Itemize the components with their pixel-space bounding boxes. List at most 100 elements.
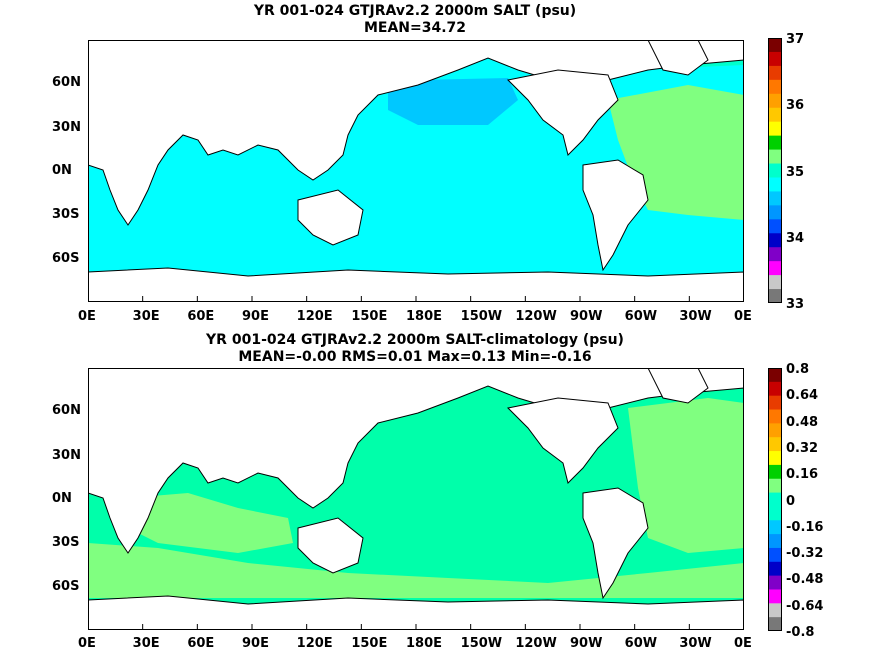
- colorbar-swatch: [768, 247, 782, 262]
- colorbar-swatch: [768, 219, 782, 234]
- colorbar-swatch: [768, 561, 782, 577]
- colorbar-swatch: [768, 478, 782, 494]
- panel2-subtitle: MEAN=-0.00 RMS=0.01 Max=0.13 Min=-0.16: [238, 349, 592, 365]
- x-tick-label: 120W: [515, 309, 557, 324]
- south-america-land: [582, 487, 649, 600]
- y-tick-label: 60N: [52, 75, 81, 91]
- x-tick-label: 60W: [624, 309, 658, 324]
- north-america-land: [506, 397, 619, 484]
- colorbar-swatch: [768, 506, 782, 521]
- colorbar-tick-label: -0.8: [786, 625, 815, 640]
- colorbar-swatch: [768, 492, 782, 507]
- australia-land: [297, 517, 364, 574]
- x-tick-label: 90W: [570, 636, 603, 651]
- x-tick-label: 30E: [132, 636, 160, 651]
- x-tick-label: 0E: [78, 636, 96, 651]
- panel1-map: [88, 40, 744, 302]
- x-tick-label: 30E: [132, 309, 160, 324]
- colorbar-swatch: [768, 163, 782, 178]
- southern-ocean-anomaly-region: [88, 543, 744, 598]
- colorbar-tick-label: 0.16: [786, 467, 819, 483]
- greenland-land: [647, 368, 709, 404]
- colorbar-swatch: [768, 261, 782, 276]
- colorbar-swatch: [768, 547, 782, 563]
- south-america-land: [582, 159, 649, 272]
- colorbar-frame: [768, 368, 782, 631]
- colorbar-swatch: [768, 107, 782, 123]
- colorbar-swatch: [768, 464, 782, 480]
- colorbar-tick-label: 35: [786, 164, 805, 180]
- colorbar-tick-label: 37: [786, 32, 805, 47]
- colorbar-swatch: [768, 177, 782, 192]
- x-tick-label: 60E: [187, 636, 215, 651]
- antarctica-land: [88, 267, 744, 302]
- y-tick-label: 30S: [52, 535, 80, 551]
- colorbar-frame: [768, 38, 782, 303]
- y-tick-label: 0N: [52, 163, 72, 178]
- colorbar-swatch: [768, 617, 782, 631]
- x-tick-label: 30W: [679, 309, 712, 324]
- colorbar-tick-label: 0.64: [786, 388, 819, 404]
- colorbar-swatch: [768, 233, 782, 248]
- colorbar-swatch: [768, 65, 782, 81]
- colorbar-swatch: [768, 395, 782, 411]
- colorbar-swatch: [768, 381, 782, 397]
- colorbar-swatch: [768, 437, 782, 452]
- colorbar-swatch: [768, 409, 782, 424]
- panel1-subtitle: MEAN=34.72: [363, 20, 467, 36]
- colorbar-swatch: [768, 51, 782, 67]
- colorbar-tick-label: 0.32: [786, 440, 819, 456]
- colorbar-tick-label: 0.8: [786, 362, 810, 377]
- x-tick-label: 120E: [296, 636, 333, 651]
- y-tick-label: 30N: [52, 119, 81, 135]
- y-tick-label: 30S: [52, 207, 80, 223]
- colorbar-swatch: [768, 589, 782, 604]
- colorbar-swatch: [768, 575, 782, 590]
- colorbar-tick-label: -0.32: [786, 546, 824, 562]
- panel1-title: YR 001-024 GTJRAv2.2 2000m SALT (psu): [253, 3, 577, 19]
- colorbar-tick-label: -0.64: [786, 598, 824, 614]
- colorbar-swatch: [768, 603, 782, 618]
- colorbar-tick-label: 36: [786, 98, 805, 114]
- colorbar-swatch: [768, 275, 782, 290]
- x-tick-label: 60E: [187, 309, 215, 324]
- x-tick-label: 0E: [734, 309, 752, 324]
- colorbar-swatch: [768, 135, 782, 151]
- colorbar-swatch: [768, 368, 782, 383]
- x-tick-label: 90W: [570, 309, 603, 324]
- colorbar-tick-label: 34: [786, 230, 805, 246]
- x-tick-label: 90E: [242, 309, 269, 324]
- x-tick-label: 60W: [624, 636, 658, 651]
- colorbar-swatch: [768, 205, 782, 220]
- y-tick-label: 60S: [52, 578, 80, 594]
- colorbar-tick-label: 33: [786, 297, 805, 312]
- colorbar-swatch: [768, 534, 782, 549]
- y-tick-label: 0N: [52, 491, 72, 506]
- colorbar-tick-label: 0.48: [786, 414, 819, 430]
- x-tick-label: 120E: [296, 309, 333, 324]
- x-tick-label: 30W: [679, 636, 712, 651]
- north-america-land: [506, 69, 619, 156]
- colorbar-swatch: [768, 38, 782, 53]
- colorbar-tick-label: -0.16: [786, 519, 824, 535]
- colorbar-swatch: [768, 121, 782, 137]
- x-tick-label: 0E: [78, 309, 96, 324]
- x-tick-label: 150W: [460, 309, 503, 324]
- x-tick-label: 180E: [406, 636, 443, 651]
- colorbar-swatch: [768, 79, 782, 95]
- x-tick-label: 180E: [406, 309, 443, 324]
- panel2-colorbar: [768, 368, 782, 631]
- colorbar-tick-label: -0.48: [786, 572, 824, 588]
- antarctica-land: [88, 595, 744, 630]
- y-tick-label: 30N: [52, 447, 81, 463]
- colorbar-swatch: [768, 93, 782, 109]
- x-tick-label: 150E: [351, 309, 388, 324]
- x-tick-label: 90E: [242, 636, 269, 651]
- x-tick-label: 150W: [460, 636, 503, 651]
- panel2-map: [88, 368, 744, 630]
- australia-land: [297, 189, 364, 246]
- x-tick-label: 150E: [351, 636, 388, 651]
- colorbar-swatch: [768, 191, 782, 206]
- indian-ocean-anomaly-region: [128, 493, 293, 553]
- y-tick-label: 60S: [52, 250, 80, 266]
